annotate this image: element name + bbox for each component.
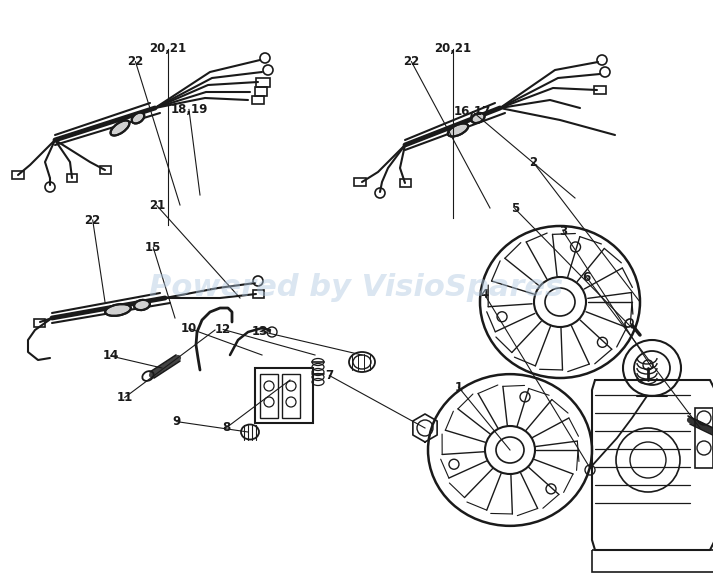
- Bar: [34, 319, 45, 327]
- Text: 4: 4: [481, 289, 489, 301]
- Text: 21: 21: [149, 199, 165, 212]
- Text: 6: 6: [583, 271, 591, 284]
- Ellipse shape: [111, 120, 130, 135]
- Bar: [255, 87, 267, 96]
- Text: 20,21: 20,21: [434, 43, 471, 55]
- Bar: [67, 174, 77, 182]
- Ellipse shape: [132, 112, 144, 123]
- Text: 15: 15: [145, 241, 161, 254]
- Bar: [282, 374, 300, 418]
- Text: 22: 22: [404, 55, 419, 68]
- Bar: [592, 550, 713, 572]
- Text: 14: 14: [103, 350, 118, 362]
- Text: 8: 8: [222, 421, 231, 434]
- Bar: [252, 96, 264, 104]
- Text: 3: 3: [559, 225, 568, 238]
- Bar: [400, 179, 411, 187]
- Ellipse shape: [471, 113, 485, 123]
- Bar: [100, 166, 111, 174]
- Text: Powered by VisioSpares: Powered by VisioSpares: [150, 274, 563, 302]
- Text: 13: 13: [252, 325, 268, 338]
- Bar: [255, 368, 313, 423]
- Ellipse shape: [134, 300, 150, 310]
- Bar: [12, 171, 24, 179]
- Bar: [594, 86, 606, 94]
- Text: 22: 22: [128, 55, 143, 68]
- Bar: [260, 374, 278, 418]
- Text: 1: 1: [454, 381, 463, 393]
- Text: 11: 11: [117, 391, 133, 404]
- Text: 12: 12: [215, 323, 231, 336]
- Bar: [354, 178, 366, 186]
- Ellipse shape: [105, 304, 131, 316]
- Bar: [695, 408, 713, 468]
- Text: 9: 9: [173, 415, 181, 428]
- Text: 7: 7: [325, 369, 334, 382]
- Text: 10: 10: [181, 322, 197, 335]
- Text: 20,21: 20,21: [149, 43, 186, 55]
- Text: 5: 5: [511, 202, 519, 215]
- Text: 22: 22: [85, 214, 101, 226]
- Bar: [256, 78, 270, 87]
- Text: 16,17: 16,17: [454, 105, 491, 118]
- Ellipse shape: [448, 123, 468, 137]
- Text: 2: 2: [529, 156, 538, 169]
- Text: 18,19: 18,19: [170, 103, 207, 116]
- Bar: [253, 290, 264, 298]
